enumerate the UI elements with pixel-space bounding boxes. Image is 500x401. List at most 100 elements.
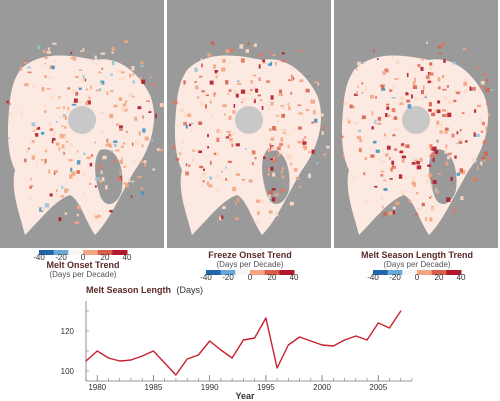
trend-pixel <box>405 92 408 96</box>
trend-pixel <box>378 158 381 162</box>
trend-pixel <box>100 80 105 85</box>
trend-pixel <box>223 113 226 116</box>
trend-pixel <box>178 152 182 155</box>
trend-pixel <box>140 61 144 65</box>
trend-pixel <box>281 167 284 170</box>
data-point <box>298 336 301 338</box>
colorbar-segment <box>39 250 55 255</box>
trend-pixel <box>373 49 375 53</box>
trend-pixel <box>88 182 92 185</box>
trend-pixel <box>198 177 202 180</box>
trend-pixel <box>72 56 77 61</box>
trend-pixel <box>216 137 220 142</box>
trend-pixel <box>209 80 214 85</box>
trend-pixel <box>268 210 273 214</box>
trend-pixel <box>431 152 435 156</box>
colorbar-tick-label: -40 <box>367 273 379 280</box>
trend-pixel <box>69 142 73 147</box>
trend-pixel <box>415 71 419 73</box>
trend-pixel <box>290 162 293 166</box>
data-point <box>197 354 200 356</box>
trend-pixel <box>254 157 257 160</box>
trend-pixel <box>146 100 150 102</box>
trend-pixel <box>71 171 76 176</box>
trend-pixel <box>442 114 447 117</box>
trend-pixel <box>66 140 69 143</box>
colorbar-tick-label: 0 <box>81 253 86 260</box>
colorbar-tick-label: 0 <box>248 273 253 280</box>
trend-pixel <box>48 122 53 126</box>
trend-pixel <box>430 195 433 198</box>
arctic-maps <box>0 0 498 248</box>
trend-pixel <box>127 178 131 183</box>
trend-pixel <box>383 188 388 191</box>
trend-pixel <box>303 135 307 139</box>
trend-pixel <box>439 130 443 134</box>
trend-pixel <box>225 49 230 53</box>
trend-pixel <box>263 156 266 159</box>
trend-pixel <box>438 173 441 175</box>
trend-pixel <box>399 150 404 153</box>
trend-pixel <box>458 139 463 144</box>
trend-pixel <box>355 67 358 71</box>
colorbar-segment <box>417 270 433 275</box>
trend-pixel <box>152 168 156 171</box>
trend-pixel <box>477 65 479 70</box>
trend-pixel <box>267 63 272 66</box>
trend-pixel <box>273 129 278 132</box>
trend-pixel <box>276 120 280 122</box>
trend-pixel <box>93 213 97 218</box>
data-point <box>130 359 132 361</box>
trend-pixel <box>357 85 359 88</box>
trend-pixel <box>433 154 436 158</box>
trend-pixel <box>361 115 366 120</box>
trend-pixel <box>63 106 65 109</box>
trend-pixel <box>421 90 424 95</box>
trend-pixel <box>371 126 374 130</box>
trend-pixel <box>138 131 141 136</box>
trend-pixel <box>119 159 123 164</box>
trend-pixel <box>99 180 102 183</box>
trend-pixel <box>98 88 102 92</box>
trend-pixel <box>117 69 122 73</box>
trend-pixel <box>76 205 81 210</box>
trend-pixel <box>195 85 199 90</box>
trend-pixel <box>110 73 113 76</box>
trend-pixel <box>111 60 115 66</box>
trend-pixel <box>123 142 126 145</box>
chart-title: Melt Season Length (Days) <box>86 285 203 295</box>
trend-pixel <box>106 91 109 96</box>
trend-pixel <box>64 115 67 120</box>
trend-pixel <box>275 212 279 217</box>
map-panel-freeze-onset <box>167 0 331 248</box>
trend-pixel <box>245 49 249 53</box>
trend-pixel <box>434 150 439 154</box>
trend-pixel <box>241 98 246 103</box>
trend-pixel <box>362 61 365 64</box>
colorbar-segment <box>264 270 280 275</box>
trend-pixel <box>133 160 137 164</box>
trend-pixel <box>82 48 85 52</box>
trend-pixel <box>459 168 463 173</box>
trend-pixel <box>110 141 115 145</box>
trend-pixel <box>375 149 380 153</box>
colorbar-segment <box>387 270 403 275</box>
trend-pixel <box>432 180 437 184</box>
trend-pixel <box>298 186 301 188</box>
trend-pixel <box>434 189 438 193</box>
trend-pixel <box>452 61 457 65</box>
trend-pixel <box>405 144 410 148</box>
trend-pixel <box>344 101 349 106</box>
trend-pixel <box>392 210 395 215</box>
colorbar: -40 -20 0 20 40 <box>33 250 132 260</box>
trend-pixel <box>385 103 390 106</box>
trend-pixel <box>305 108 310 112</box>
trend-pixel <box>139 76 142 81</box>
trend-pixel <box>432 146 437 151</box>
data-point <box>119 360 121 362</box>
trend-pixel <box>417 64 421 68</box>
trend-pixel <box>475 133 480 137</box>
trend-pixel <box>477 104 481 108</box>
trend-pixel <box>441 109 447 112</box>
trend-pixel <box>173 100 178 105</box>
